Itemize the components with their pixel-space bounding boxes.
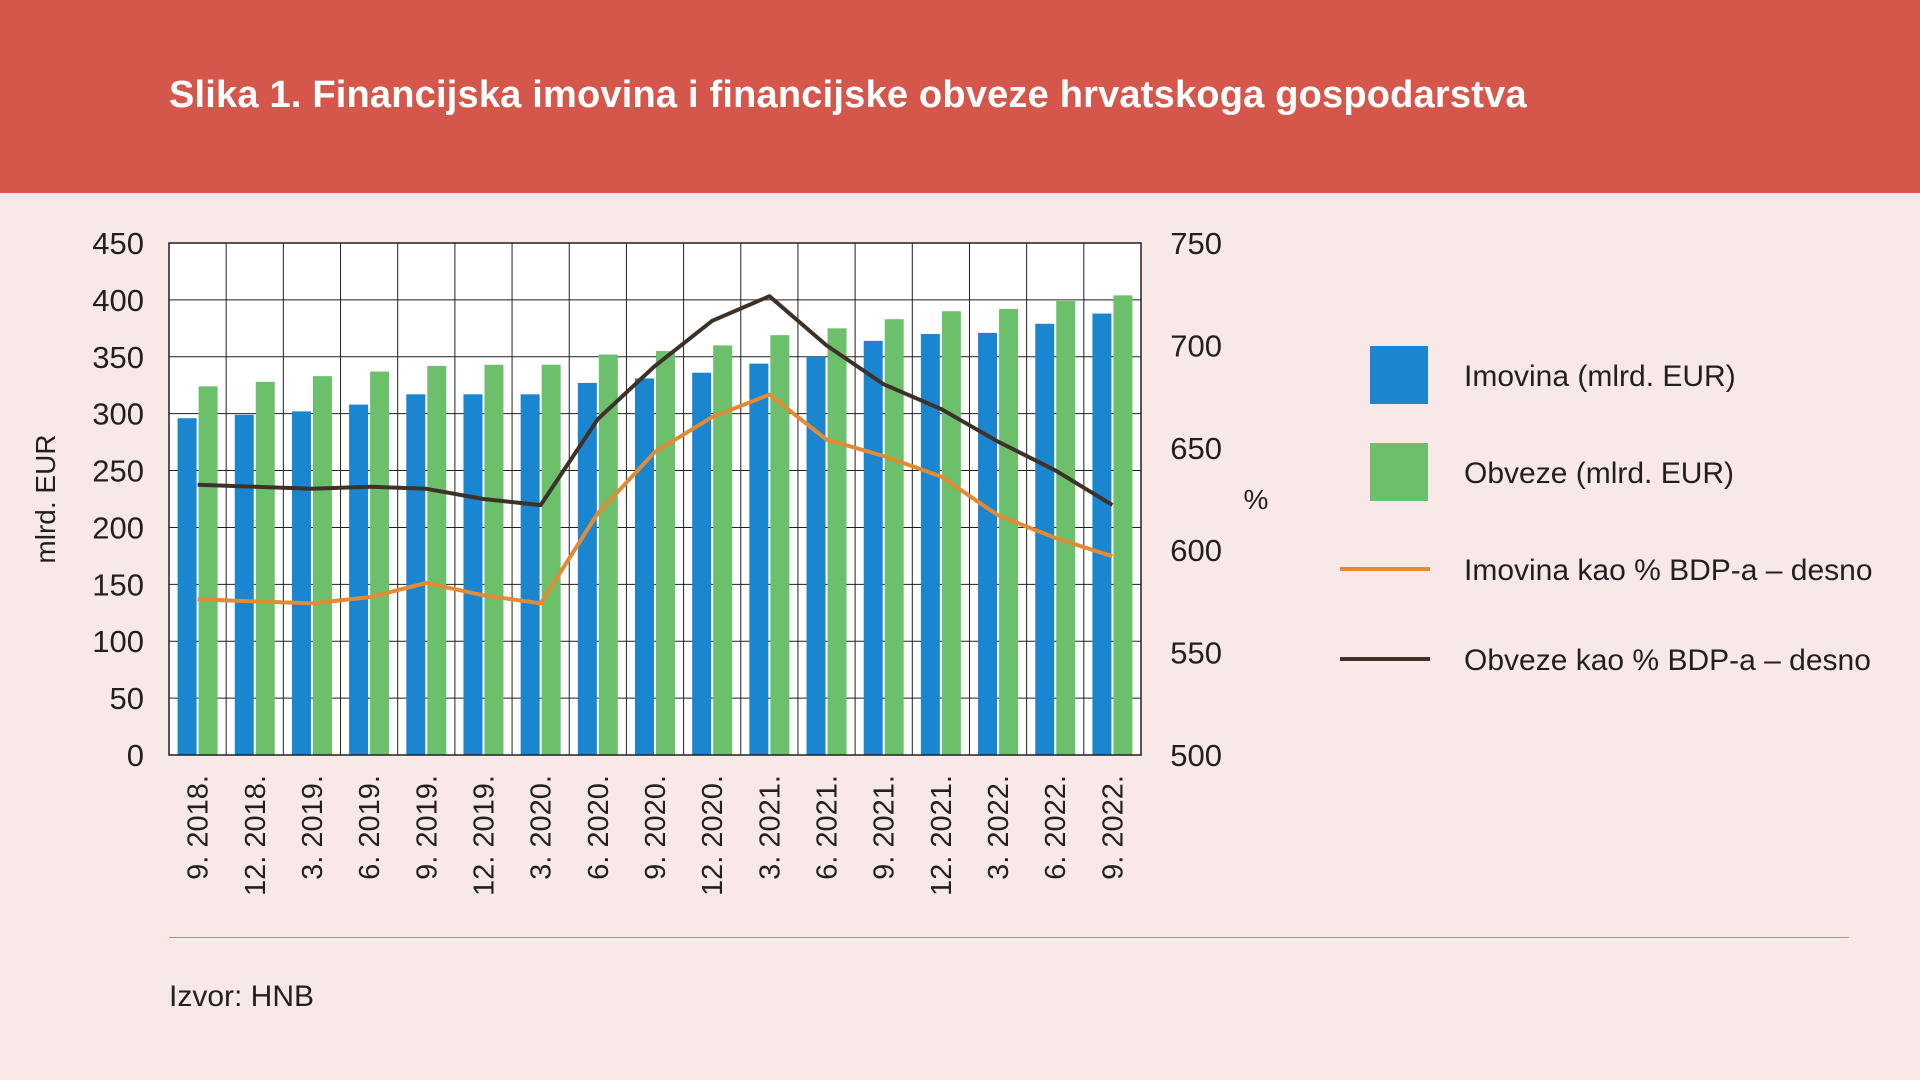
y-left-tick-label: 400 (92, 283, 144, 318)
legend-label: Imovina (mlrd. EUR) (1464, 360, 1736, 393)
x-tick-label: 12. 2019. (468, 775, 500, 896)
bar-obveze (941, 311, 961, 755)
y-left-tick-label: 350 (92, 340, 144, 375)
bar-imovina (978, 332, 998, 755)
x-tick-label: 3. 2021. (754, 775, 786, 880)
legend-label: Obveze (mlrd. EUR) (1464, 457, 1734, 490)
y-right-tick-label: 650 (1170, 431, 1222, 466)
bar-imovina (920, 334, 940, 755)
bar-imovina (291, 411, 311, 755)
chart: 0 50 100 150 200 250 300 350 400 450 500 550 600 650 7… (30, 226, 1873, 896)
bar-obveze (827, 328, 847, 755)
y-left-tick-label: 300 (92, 397, 144, 432)
bar-obveze (999, 308, 1019, 755)
bar-obveze (598, 354, 618, 755)
bar-imovina (577, 382, 597, 755)
source-divider (169, 937, 1849, 938)
source-note: Izvor: HNB (169, 980, 315, 1013)
bar-imovina (234, 414, 254, 755)
x-tick-label: 12. 2018. (240, 775, 272, 896)
x-tick-label: 12. 2021. (926, 775, 958, 896)
line-imovina-pct (197, 392, 1114, 606)
y-left-tick-label: 100 (92, 624, 144, 659)
y-left-tick-label: 250 (92, 454, 144, 489)
y-left-tick-label: 450 (92, 226, 144, 261)
x-tick-label: 6. 2019. (354, 775, 386, 880)
y-left-tick-label: 200 (92, 510, 144, 545)
bar-obveze (198, 386, 218, 755)
bar-obveze (255, 381, 275, 755)
x-tick-label: 9. 2020. (640, 775, 672, 880)
bar-obveze (1056, 301, 1076, 755)
x-tick-label: 6. 2022. (1040, 775, 1072, 880)
bar-obveze (427, 365, 447, 755)
x-tick-label: 9. 2022. (1097, 775, 1129, 880)
y-right-axis-label: % (1244, 484, 1269, 515)
chart-title: Slika 1. Financijska imovina i financijs… (169, 74, 1527, 116)
y-right-tick-label: 750 (1170, 226, 1222, 261)
y-right-tick-label: 700 (1170, 328, 1222, 363)
x-tick-label: 12. 2020. (697, 775, 729, 896)
bar-imovina (463, 394, 483, 755)
y-right-tick-label: 500 (1170, 738, 1222, 773)
y-right-tick-label: 600 (1170, 533, 1222, 568)
y-left-tick-label: 0 (127, 738, 144, 773)
bar-imovina (349, 404, 369, 755)
bar-imovina (1035, 323, 1055, 755)
bar-imovina (520, 394, 540, 755)
legend-label: Imovina kao % BDP-a – desno (1464, 554, 1873, 587)
x-tick-label: 3. 2019. (297, 775, 329, 880)
bar-obveze (312, 376, 332, 755)
y-left-axis-label: mlrd. EUR (30, 434, 61, 563)
bar-imovina (692, 372, 712, 755)
bar-obveze (370, 371, 390, 755)
bar-obveze (884, 319, 904, 755)
x-tick-label: 3. 2022. (983, 775, 1015, 880)
bar-imovina (863, 340, 883, 755)
bar-imovina (177, 418, 197, 755)
title-banner: Slika 1. Financijska imovina i financijs… (0, 0, 1920, 193)
bar-obveze (484, 364, 504, 755)
y-left-tick-label: 50 (110, 681, 144, 716)
bar-imovina (406, 394, 426, 755)
bar-imovina (635, 378, 654, 755)
bar-imovina (806, 356, 826, 755)
bar-obveze (541, 364, 561, 755)
plot-frame (168, 242, 1142, 756)
x-tick-label: 9. 2019. (411, 775, 443, 880)
legend-swatch (1370, 346, 1428, 404)
x-tick-label: 6. 2021. (812, 775, 844, 880)
x-tick-label: 9. 2018. (183, 775, 215, 880)
x-tick-label: 9. 2021. (869, 775, 901, 880)
legend-label: Obveze kao % BDP-a – desno (1464, 644, 1871, 677)
x-tick-label: 6. 2020. (583, 775, 615, 880)
y-right-tick-label: 550 (1170, 636, 1222, 671)
bar-imovina (1092, 313, 1112, 755)
bar-obveze (713, 345, 733, 755)
bar-obveze (656, 351, 675, 755)
line-obveze-pct (197, 294, 1114, 508)
x-tick-label: 3. 2020. (526, 775, 558, 880)
bar-obveze (770, 335, 790, 755)
bar-imovina (749, 363, 769, 755)
legend-swatch (1370, 443, 1428, 501)
y-left-tick-label: 150 (92, 567, 144, 602)
bar-obveze (1113, 295, 1133, 755)
